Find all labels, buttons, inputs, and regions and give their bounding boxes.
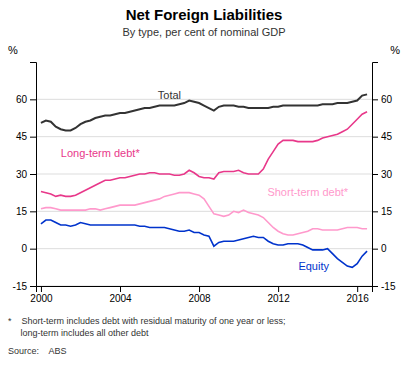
tick: 0 [372, 243, 387, 254]
tick: 2012 [267, 286, 290, 304]
tick: 45 [16, 131, 36, 142]
tick-label: 2016 [347, 293, 370, 304]
series-label: Total [158, 89, 181, 101]
tick-mark [30, 174, 36, 175]
tick: 60 [16, 94, 36, 105]
tick-mark [357, 286, 358, 292]
tick: 15 [372, 206, 393, 217]
tick-mark [30, 99, 36, 100]
tick-label: 0 [21, 243, 27, 254]
tick: 30 [16, 169, 36, 180]
tick-mark [30, 286, 36, 287]
tick-mark [199, 286, 200, 292]
tick-label: 2000 [30, 293, 53, 304]
y-axis: -15 0 15 30 45 60 [13, 63, 37, 292]
tick-mark [372, 137, 378, 138]
axis-line [373, 63, 379, 287]
tick-label: 15 [16, 206, 28, 217]
tick-label: 2004 [109, 293, 132, 304]
tick-mark [372, 174, 378, 175]
tick-label: 30 [16, 169, 28, 180]
series-line [41, 193, 367, 235]
axis-line [37, 287, 373, 293]
footnote: * Short-term includes debt with residual… [8, 316, 286, 326]
grid [36, 99, 372, 286]
tick-label: 60 [381, 94, 393, 105]
tick-mark [30, 137, 36, 138]
tick: -15 [372, 281, 396, 292]
y2-axis-label: % [390, 44, 400, 56]
tick: 2000 [30, 286, 53, 304]
x-axis: 2000 2004 2008 2012 2016 [30, 286, 372, 304]
source: Source: ABS [8, 346, 67, 356]
grid-line [36, 248, 372, 249]
chart: Net Foreign Liabilities By type, per cent… [0, 0, 408, 378]
footnote: long-term includes all other debt [8, 328, 149, 338]
tick: 2008 [188, 286, 211, 304]
series-line [41, 112, 367, 197]
lines [41, 94, 367, 267]
tick-mark [372, 249, 378, 250]
tick-mark [278, 286, 279, 292]
tick-label: 2008 [188, 293, 211, 304]
series-label: Short-term debt* [267, 186, 348, 198]
tick: 60 [372, 94, 393, 105]
tick-mark [30, 249, 36, 250]
tick-mark [372, 211, 378, 212]
tick: 15 [16, 206, 36, 217]
tick-mark [30, 211, 36, 212]
tick-label: 0 [381, 243, 387, 254]
axis-line [30, 63, 37, 287]
tick-label: 30 [381, 169, 393, 180]
series-label: Equity [298, 260, 329, 272]
series-labels: Total Long-term debt* Short-term debt* Equi… [61, 89, 349, 273]
y2-axis: -15 0 15 30 45 60 [372, 63, 396, 292]
subtitle: By type, per cent of nominal GDP [122, 26, 285, 38]
tick-label: -15 [381, 281, 396, 292]
plot: 2000 2004 2008 2012 2016 -15 0 15 30 45 60 -15 0 15 30… [8, 44, 400, 304]
tick: 2016 [347, 286, 370, 304]
tick: 45 [372, 131, 393, 142]
tick: -15 [13, 281, 36, 292]
series-label: Long-term debt* [61, 147, 141, 159]
grid-line [36, 211, 372, 212]
tick-label: 45 [16, 131, 28, 142]
tick-mark [372, 99, 378, 100]
y-axis-label: % [8, 44, 18, 56]
grid-line [36, 174, 372, 175]
series-line [41, 94, 367, 130]
title: Net Foreign Liabilities [126, 6, 283, 23]
grid-line [36, 136, 372, 137]
tick-label: 45 [381, 131, 393, 142]
tick-mark [372, 286, 378, 287]
tick: 30 [372, 169, 393, 180]
tick-mark [120, 286, 121, 292]
grid-line [36, 99, 372, 100]
tick: 0 [21, 243, 36, 254]
tick-label: -15 [13, 281, 28, 292]
tick-label: 60 [16, 94, 28, 105]
tick-label: 15 [381, 206, 393, 217]
tick-mark [41, 286, 42, 292]
tick: 2004 [109, 286, 132, 304]
tick-label: 2012 [267, 293, 290, 304]
